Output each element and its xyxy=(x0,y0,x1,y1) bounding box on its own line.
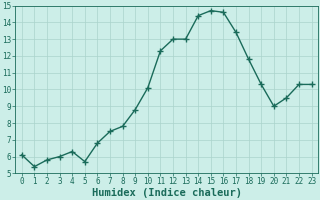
X-axis label: Humidex (Indice chaleur): Humidex (Indice chaleur) xyxy=(92,188,242,198)
